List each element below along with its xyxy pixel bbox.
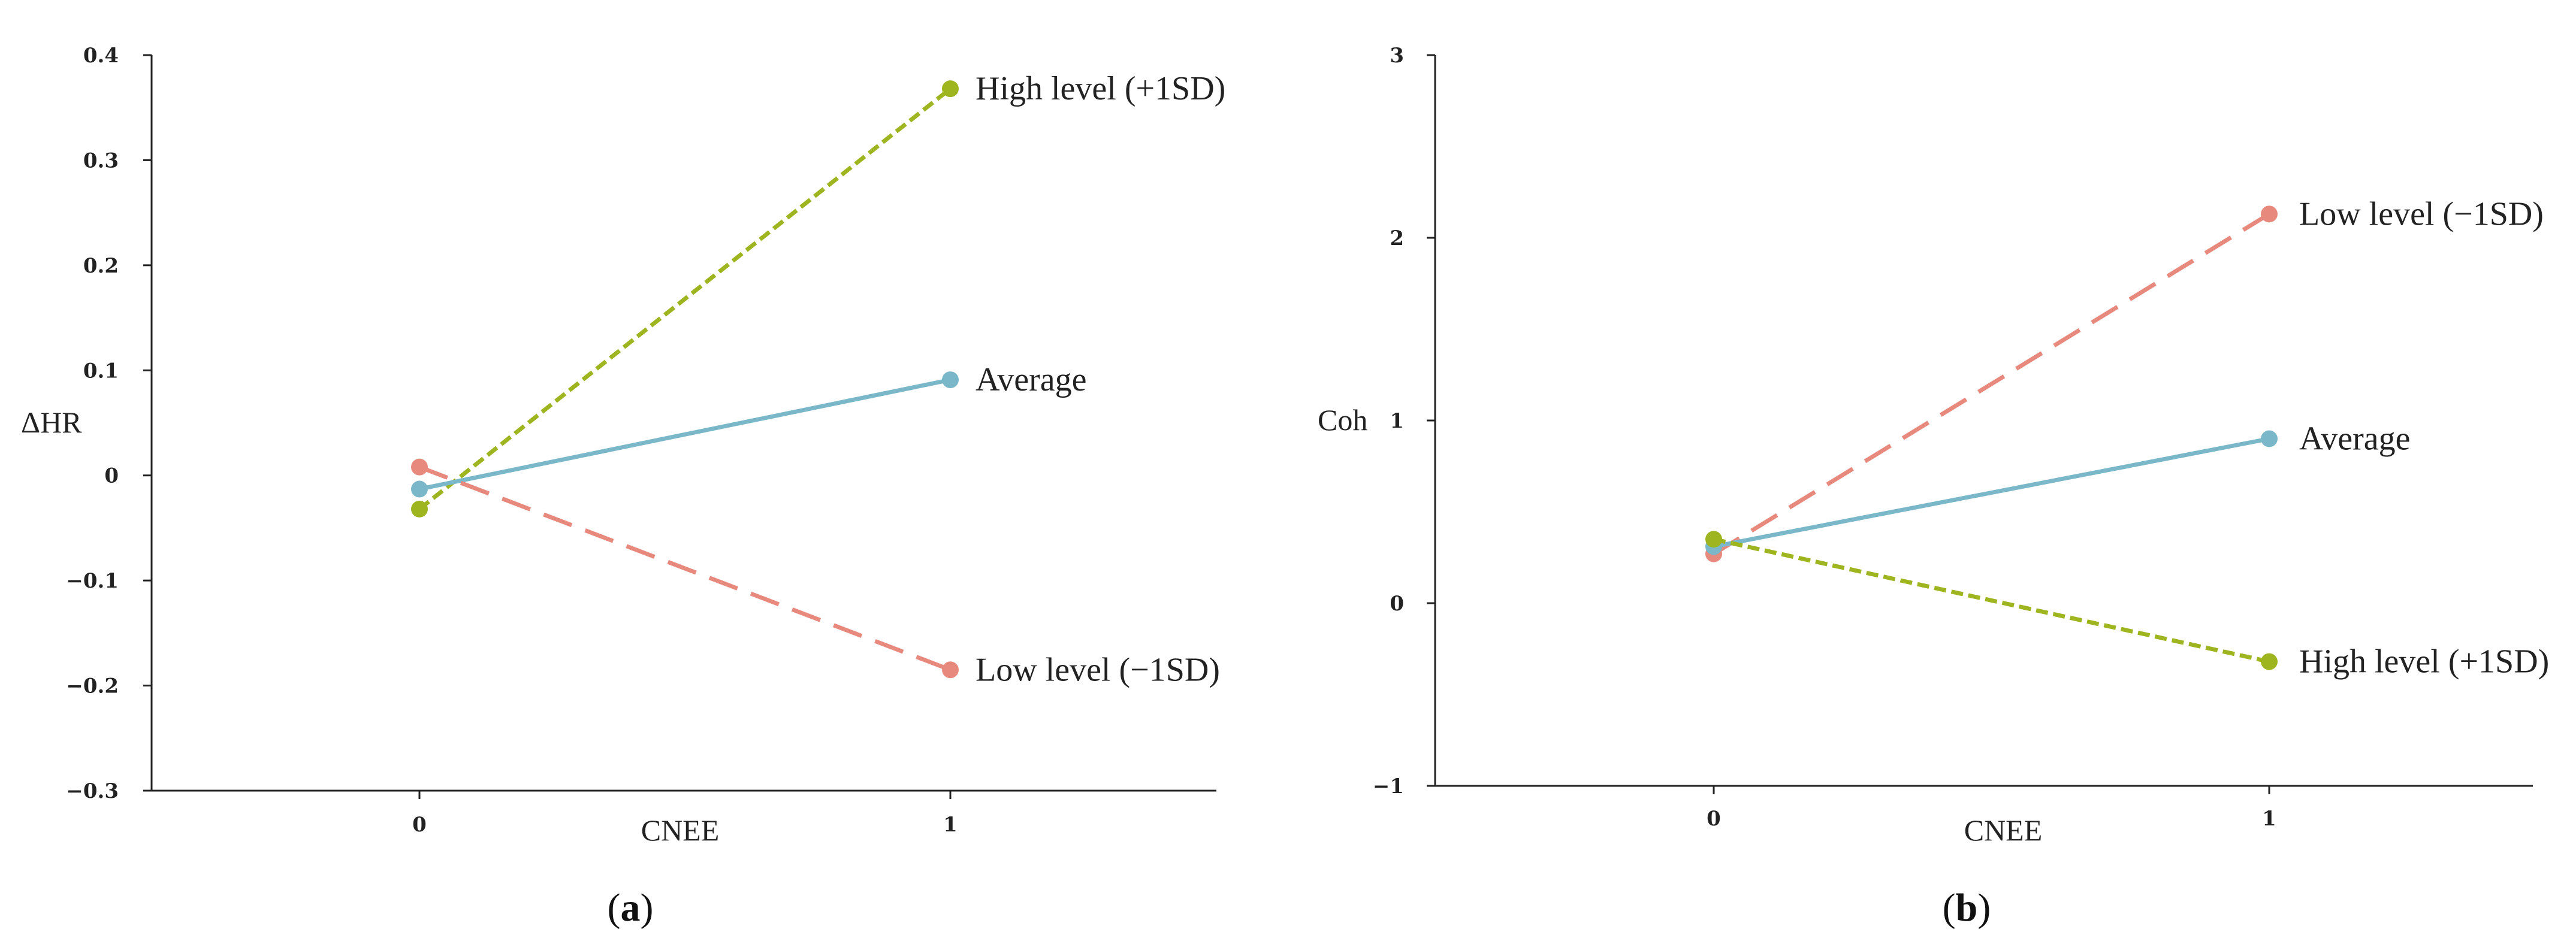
series-label-low: Low level (−1SD) <box>976 651 1220 688</box>
y-tick-label: 0.4 <box>83 44 119 68</box>
series-label-low: Low level (−1SD) <box>2299 195 2544 232</box>
y-tick-label: 0.3 <box>83 149 119 173</box>
panel-label-letter: a <box>621 886 641 930</box>
series-line-low <box>1713 212 2270 556</box>
y-tick-label: 1 <box>1390 409 1404 433</box>
y-tick-label: −0.3 <box>66 779 119 803</box>
series-label-high: High level (+1SD) <box>976 70 1225 107</box>
panel-label: (b) <box>1943 886 1991 930</box>
series-label-average: Average <box>976 361 1087 398</box>
data-point-high <box>942 80 959 98</box>
data-point-average <box>942 371 959 389</box>
data-point-average <box>2261 430 2278 447</box>
x-tick-label: 0 <box>1707 807 1721 831</box>
x-tick-label: 1 <box>943 813 958 837</box>
y-tick-label: −0.2 <box>66 674 119 698</box>
x-axis-title: CNEE <box>641 813 720 847</box>
y-tick-label: 0 <box>104 464 119 488</box>
y-tick-label: 0.1 <box>83 359 119 383</box>
panel-label-close: ) <box>641 886 654 930</box>
data-point-high <box>2261 653 2278 670</box>
x-tick-label: 1 <box>2262 807 2276 831</box>
data-point-low <box>411 458 428 476</box>
y-tick-label: 0.2 <box>83 254 119 278</box>
y-tick-label: 0 <box>1390 592 1404 616</box>
series-line-average <box>1713 437 2270 549</box>
y-tick-label: −1 <box>1373 774 1404 798</box>
y-tick-label: −0.1 <box>66 569 119 593</box>
series-line-average <box>419 377 951 491</box>
series-line-high <box>1713 537 2270 664</box>
series-line-high <box>418 87 952 511</box>
data-point-high <box>411 500 428 518</box>
panel-label-open: ( <box>1943 886 1956 930</box>
data-point-low <box>2261 205 2278 223</box>
panel-label-close: ) <box>1977 886 1991 930</box>
panel-b-chart: 3 2 1 0 −1 0 1 CNEE Coh Low level (−1SD) Average Hi… <box>1318 44 2549 930</box>
series-line-low <box>418 465 952 672</box>
y-tick-label: 2 <box>1390 226 1404 250</box>
y-axis-title: Coh <box>1318 403 1367 437</box>
data-point-low <box>942 661 959 679</box>
data-point-high <box>1705 531 1722 548</box>
panel-label: (a) <box>608 886 654 930</box>
x-axis-title: CNEE <box>1964 813 2043 847</box>
series-label-high: High level (+1SD) <box>2299 643 2549 680</box>
panel-label-open: ( <box>608 886 621 930</box>
panel-label-letter: b <box>1956 886 1978 930</box>
x-tick-label: 0 <box>412 813 427 837</box>
y-axis-title: ΔHR <box>21 406 82 439</box>
panel-a-chart: 0.4 0.3 0.2 0.1 0 −0.1 −0.2 −0.3 0 1 CNEE ΔHR High l… <box>21 44 1225 930</box>
series-label-average: Average <box>2299 420 2411 458</box>
y-tick-label: 3 <box>1390 44 1404 68</box>
data-point-average <box>411 480 428 498</box>
